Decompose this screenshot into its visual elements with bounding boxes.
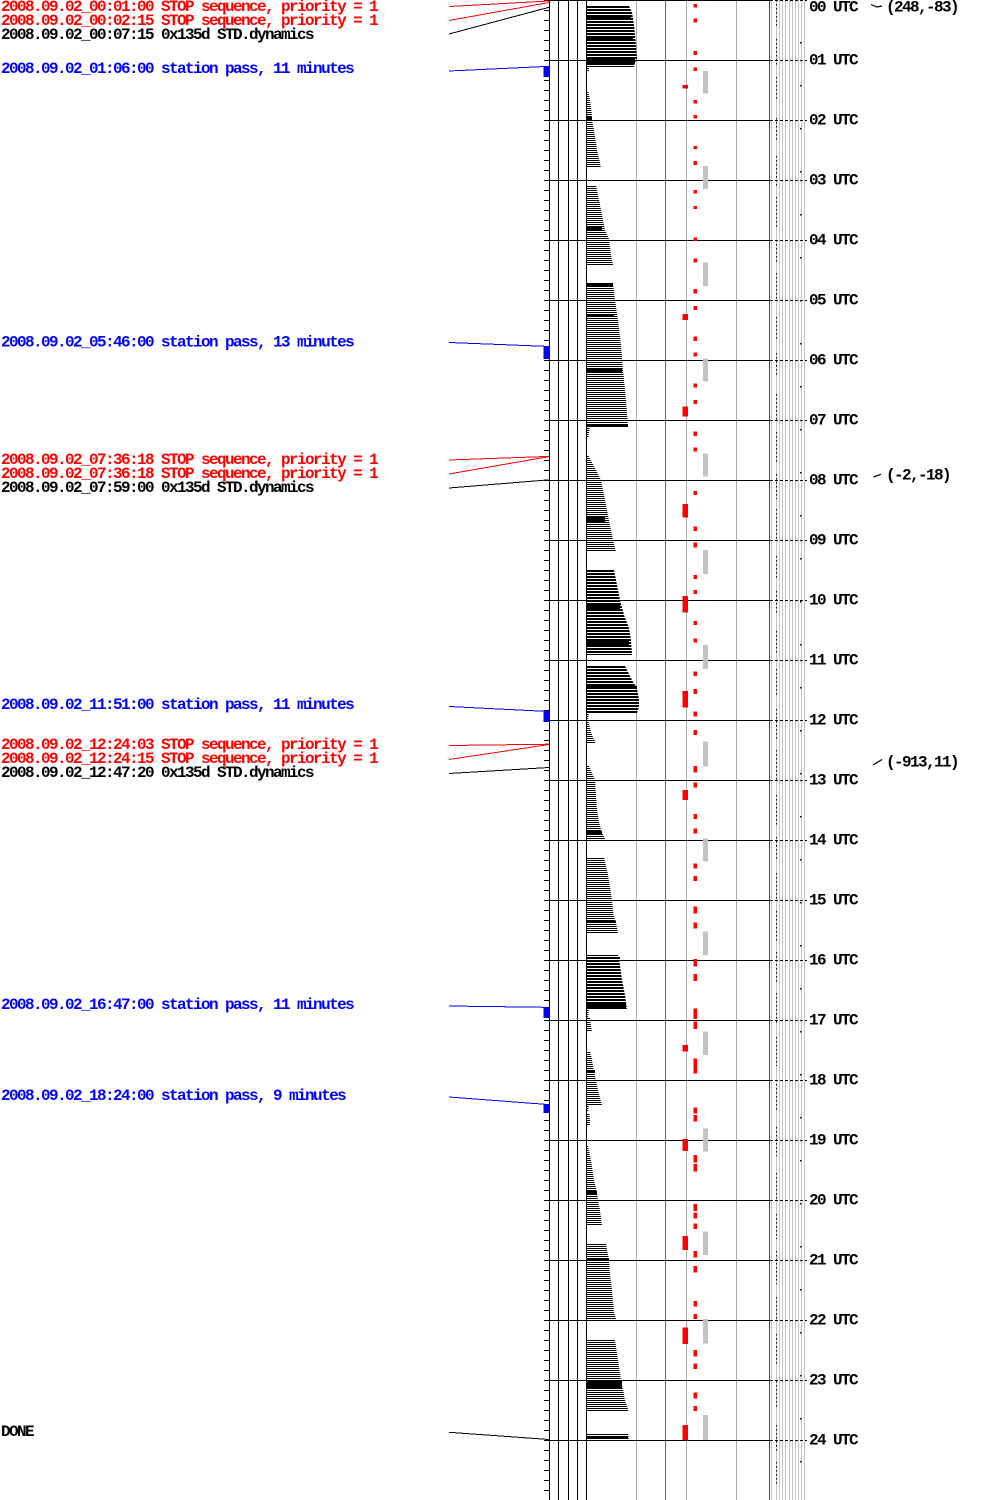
svg-text:2008.09.02_00:07:15 0x135d STD: 2008.09.02_00:07:15 0x135d STD.dynamics [1, 26, 314, 44]
svg-text:23 UTC: 23 UTC [809, 1372, 859, 1390]
svg-text:19 UTC: 19 UTC [809, 1132, 859, 1150]
svg-text:(-913,11): (-913,11) [886, 754, 958, 772]
svg-text:2008.09.02_00:02:15 STOP seque: 2008.09.02_00:02:15 STOP sequence, prior… [1, 12, 378, 30]
svg-text:12 UTC: 12 UTC [809, 712, 859, 730]
svg-text:2008.09.02_07:36:18 STOP seque: 2008.09.02_07:36:18 STOP sequence, prior… [1, 451, 378, 469]
svg-text:03 UTC: 03 UTC [809, 172, 859, 190]
svg-text:21 UTC: 21 UTC [809, 1252, 859, 1270]
svg-text:17 UTC: 17 UTC [809, 1012, 859, 1030]
svg-text:2008.09.02_18:24:00 station pa: 2008.09.02_18:24:00 station pass, 9 minu… [1, 1087, 346, 1105]
svg-text:24 UTC: 24 UTC [809, 1432, 859, 1450]
svg-text:01 UTC: 01 UTC [809, 52, 859, 70]
svg-text:2008.09.02_05:46:00 station pa: 2008.09.02_05:46:00 station pass, 13 min… [1, 334, 354, 352]
svg-text:2008.09.02_12:24:03 STOP seque: 2008.09.02_12:24:03 STOP sequence, prior… [1, 736, 378, 754]
svg-text:02 UTC: 02 UTC [809, 112, 859, 130]
svg-text:18 UTC: 18 UTC [809, 1072, 859, 1090]
svg-text:08 UTC: 08 UTC [809, 472, 859, 490]
svg-text:(-2,-18): (-2,-18) [886, 467, 950, 485]
svg-text:(248,-83): (248,-83) [886, 0, 958, 17]
svg-text:DONE: DONE [1, 1423, 34, 1441]
svg-text:20 UTC: 20 UTC [809, 1192, 859, 1210]
svg-text:22 UTC: 22 UTC [809, 1312, 859, 1330]
svg-text:09 UTC: 09 UTC [809, 532, 859, 550]
svg-text:2008.09.02_12:47:20 0x135d STD: 2008.09.02_12:47:20 0x135d STD.dynamics [1, 764, 314, 782]
svg-text:2008.09.02_12:24:15 STOP seque: 2008.09.02_12:24:15 STOP sequence, prior… [1, 750, 378, 768]
svg-text:15 UTC: 15 UTC [809, 892, 859, 910]
svg-text:16 UTC: 16 UTC [809, 952, 859, 970]
svg-text:2008.09.02_07:59:00 0x135d STD: 2008.09.02_07:59:00 0x135d STD.dynamics [1, 479, 314, 497]
svg-text:05 UTC: 05 UTC [809, 292, 859, 310]
svg-text:00 UTC: 00 UTC [809, 0, 859, 17]
svg-text:11 UTC: 11 UTC [809, 652, 859, 670]
svg-text:2008.09.02_00:01:00 STOP seque: 2008.09.02_00:01:00 STOP sequence, prior… [1, 0, 378, 16]
svg-text:07 UTC: 07 UTC [809, 412, 859, 430]
svg-text:2008.09.02_16:47:00 station pa: 2008.09.02_16:47:00 station pass, 11 min… [1, 996, 354, 1014]
svg-text:13 UTC: 13 UTC [809, 772, 859, 790]
svg-text:2008.09.02_07:36:18 STOP seque: 2008.09.02_07:36:18 STOP sequence, prior… [1, 465, 378, 483]
svg-text:14 UTC: 14 UTC [809, 832, 859, 850]
svg-text:2008.09.02_01:06:00 station pa: 2008.09.02_01:06:00 station pass, 11 min… [1, 60, 354, 78]
svg-text:04 UTC: 04 UTC [809, 232, 859, 250]
svg-text:06 UTC: 06 UTC [809, 352, 859, 370]
svg-text:10 UTC: 10 UTC [809, 592, 859, 610]
svg-text:2008.09.02_11:51:00 station pa: 2008.09.02_11:51:00 station pass, 11 min… [1, 696, 354, 714]
